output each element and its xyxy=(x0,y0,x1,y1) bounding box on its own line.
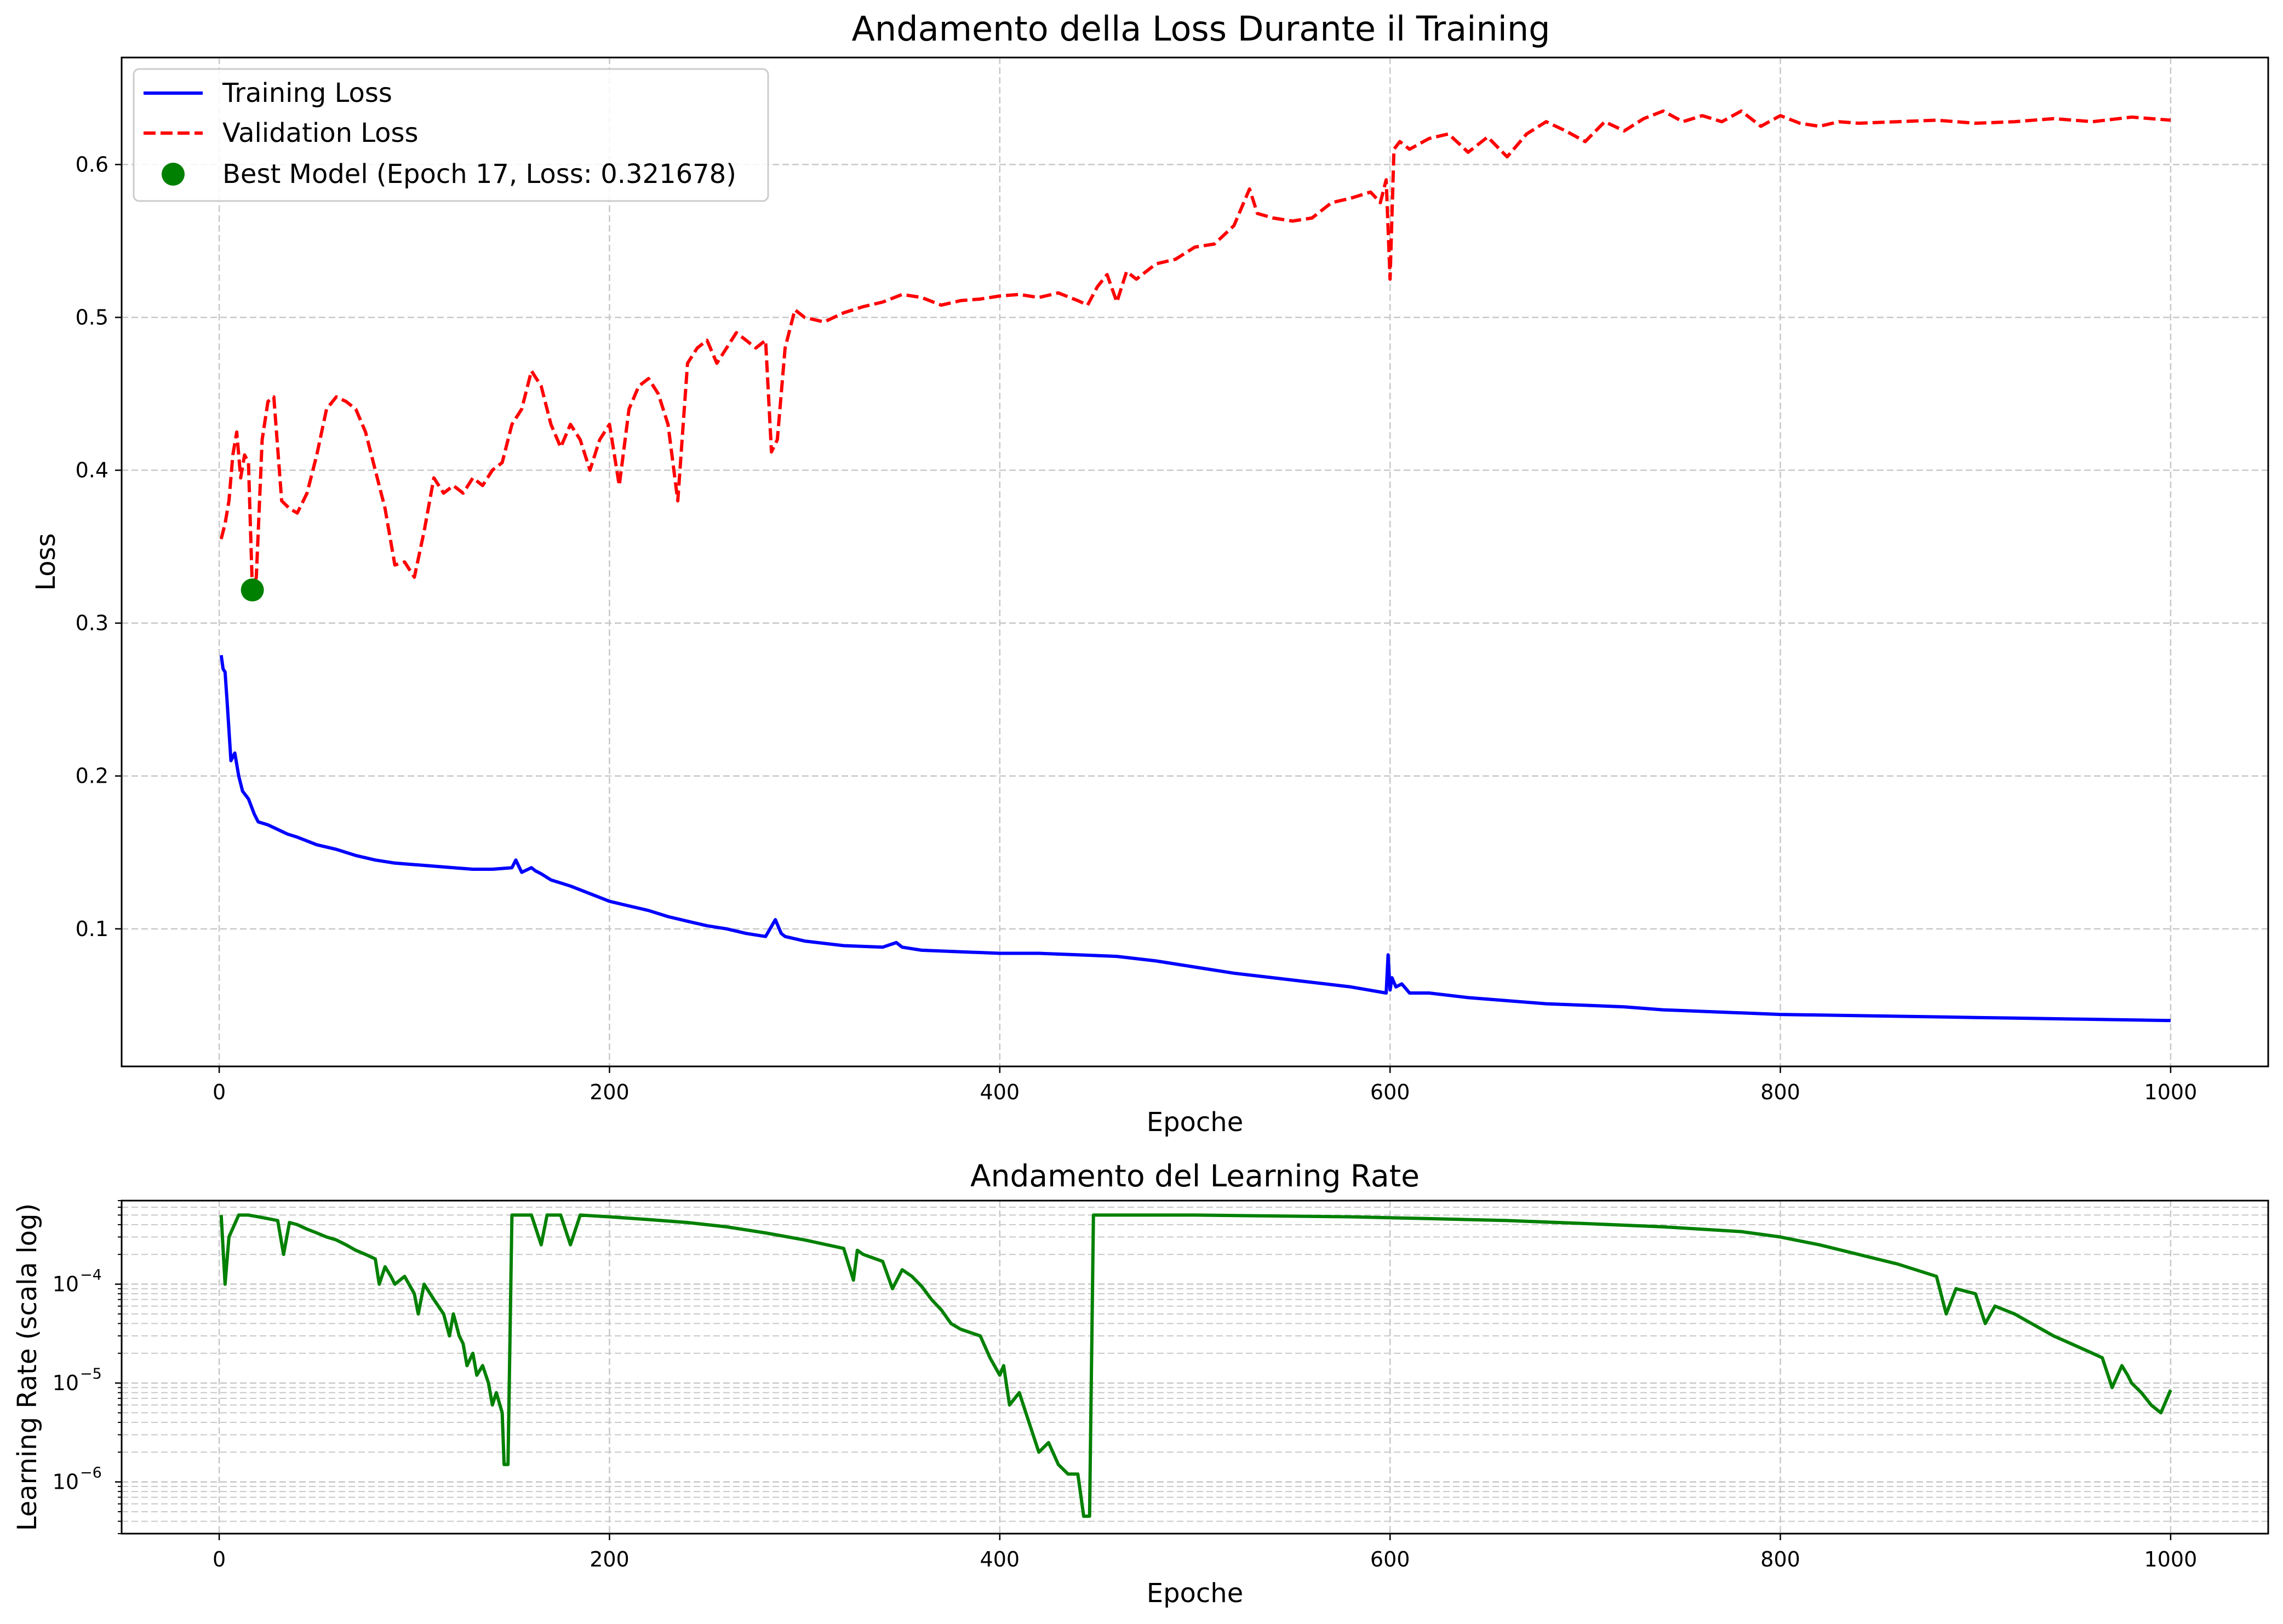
legend-validation-label: Validation Loss xyxy=(222,118,419,148)
loss-x-tick-label: 800 xyxy=(1760,1080,1800,1104)
loss-y-tick-label: 0.5 xyxy=(76,305,108,329)
loss-x-tick-label: 1000 xyxy=(2144,1080,2198,1104)
lr-y-tick-label-base: 10 xyxy=(53,1371,79,1395)
loss-y-axis-label: Loss xyxy=(31,533,61,590)
lr-gridlines xyxy=(122,1200,2268,1534)
lr-x-tick-label: 0 xyxy=(213,1547,226,1571)
loss-x-tick-label: 0 xyxy=(213,1080,226,1104)
lr-x-tick-label: 200 xyxy=(590,1547,630,1571)
lr-plot-frame xyxy=(121,1200,2269,1535)
training-loss-line xyxy=(219,655,2171,1023)
lr-x-tick-label: 600 xyxy=(1370,1547,1410,1571)
lr-y-tick-label-exponent: −6 xyxy=(80,1465,102,1482)
best-model-marker xyxy=(241,578,264,602)
lr-y-axis-label: Learning Rate (scala log) xyxy=(12,1203,43,1531)
lr-x-tick-label: 400 xyxy=(980,1547,1020,1571)
lr-y-tick-label-exponent: −4 xyxy=(80,1267,102,1284)
validation-loss-line xyxy=(219,109,2171,592)
lr-chart-title: Andamento del Learning Rate xyxy=(970,1158,1420,1193)
legend-box xyxy=(133,68,769,202)
lr-y-tick-label: 10 −6 xyxy=(53,1465,102,1494)
loss-y-tick-label: 0.1 xyxy=(76,917,108,941)
loss-y-tick-label: 0.6 xyxy=(76,152,108,176)
learning-rate-line xyxy=(219,1213,2172,1518)
lr-y-tick-label-base: 10 xyxy=(53,1272,79,1296)
legend-best-label: Best Model (Epoch 17, Loss: 0.321678) xyxy=(222,159,736,190)
loss-y-tick-label: 0.4 xyxy=(76,458,108,483)
lr-chart: Andamento del Learning Rate 0 200 400 600 80… xyxy=(12,1158,2269,1609)
lr-y-tick-label: 10 −5 xyxy=(53,1365,102,1395)
lr-y-tick-label-exponent: −5 xyxy=(80,1365,102,1382)
loss-series xyxy=(219,109,2171,1023)
loss-chart-title: Andamento della Loss Durante il Training xyxy=(852,9,1550,49)
loss-x-tick-label: 600 xyxy=(1370,1080,1410,1104)
loss-x-tick-label: 400 xyxy=(980,1080,1020,1104)
loss-plot-frame xyxy=(121,56,2269,1068)
loss-x-axis-label: Epoche xyxy=(1147,1107,1244,1138)
legend-training-label: Training Loss xyxy=(222,78,392,108)
loss-x-tick-label: 200 xyxy=(590,1080,630,1104)
loss-chart: Andamento della Loss Durante il Training… xyxy=(31,9,2269,1138)
lr-series xyxy=(219,1213,2172,1518)
loss-legend: Training Loss Validation Loss Best Model… xyxy=(133,68,769,202)
loss-y-tick-label: 0.3 xyxy=(76,611,108,635)
lr-x-tick-label: 800 xyxy=(1760,1547,1800,1571)
lr-x-tick-label: 1000 xyxy=(2144,1547,2198,1571)
lr-y-tick-label: 10 −4 xyxy=(53,1267,102,1296)
legend-best-marker xyxy=(162,163,185,186)
lr-y-tick-label-base: 10 xyxy=(53,1470,79,1494)
loss-y-tick-label: 0.2 xyxy=(76,764,108,788)
lr-x-axis-label: Epoche xyxy=(1147,1578,1244,1609)
loss-ticks: 0 200 400 600 800 1000 0.1 0.2 0.3 0.4 0.5 0.6 xyxy=(76,152,2198,1104)
